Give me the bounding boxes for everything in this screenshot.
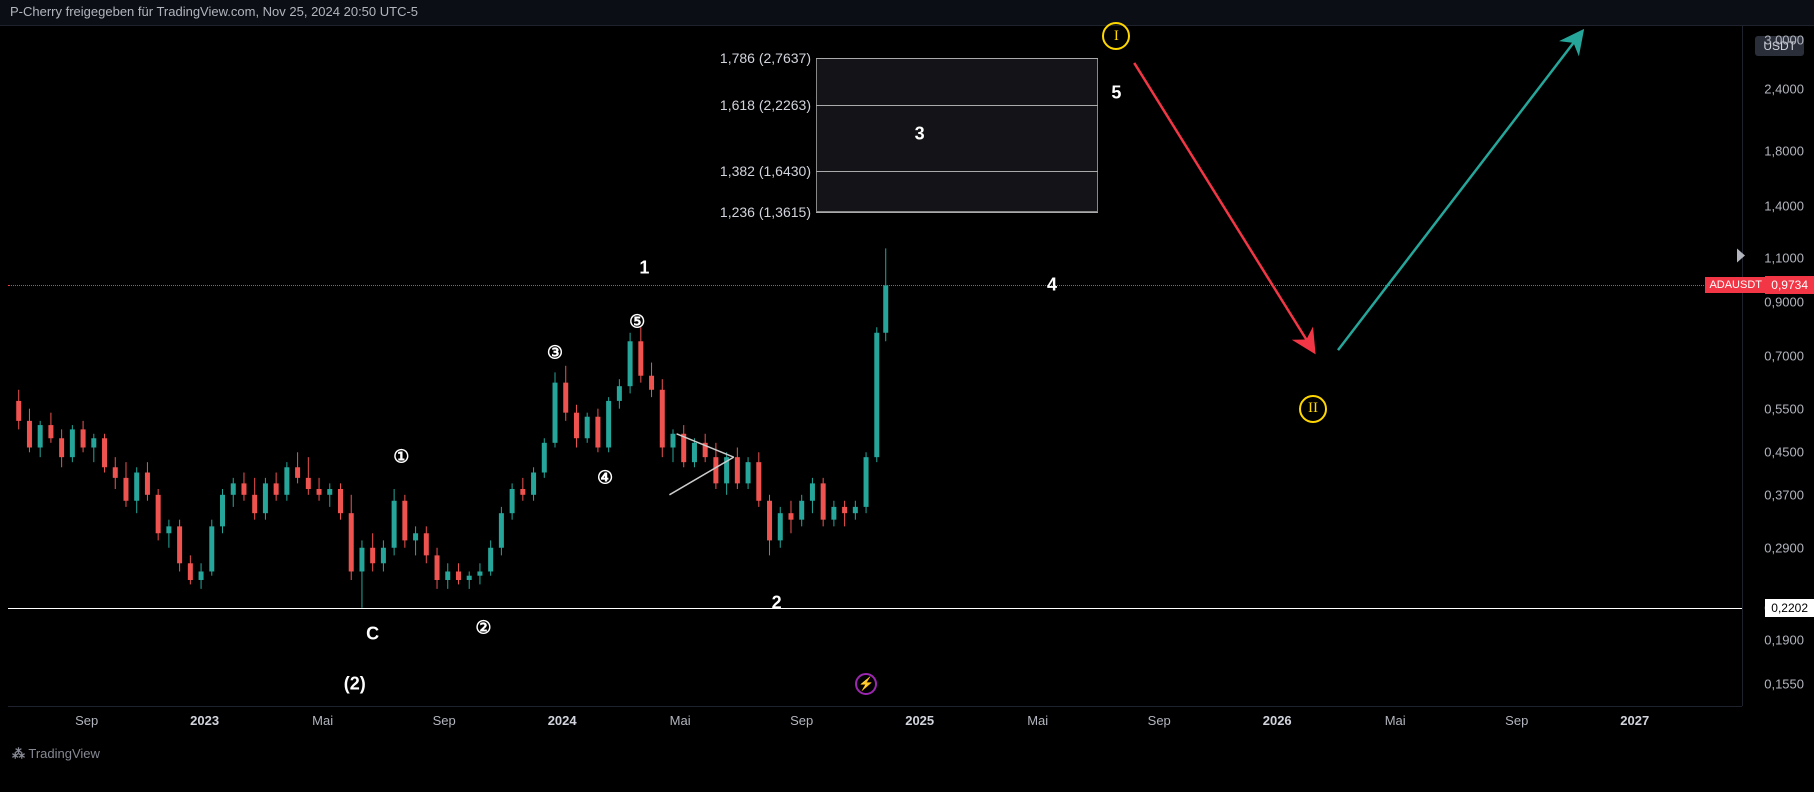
y-tick-label: 0,4500 [1764, 445, 1804, 460]
x-tick-label: 2026 [1263, 713, 1292, 728]
elliott-wave-label[interactable]: ③ [547, 343, 563, 364]
x-tick-label: 2025 [905, 713, 934, 728]
x-tick-label: Sep [1505, 713, 1528, 728]
elliott-wave-label[interactable]: 4 [1047, 275, 1057, 296]
projection-arrow[interactable] [1134, 63, 1313, 350]
elliott-wave-label[interactable]: ④ [597, 467, 613, 488]
symbol-price-tag: ADAUSDT [1705, 277, 1766, 293]
price-marker-icon [1737, 249, 1747, 268]
last-price-tag: 0,9734 [1765, 276, 1814, 294]
elliott-wave-label[interactable]: 2 [772, 592, 782, 613]
y-tick-label: 0,1550 [1764, 676, 1804, 691]
y-tick-label: 0,9000 [1764, 294, 1804, 309]
x-tick-label: 2023 [190, 713, 219, 728]
elliott-wave-label[interactable]: ⑤ [629, 311, 645, 332]
y-tick-label: 0,2900 [1764, 540, 1804, 555]
x-tick-label: Sep [1148, 713, 1171, 728]
x-tick-label: 2024 [548, 713, 577, 728]
flash-icon[interactable]: ⚡ [855, 673, 877, 695]
plot-area[interactable]: 1,786 (2,7637)1,618 (2,2263)1,382 (1,643… [8, 26, 1742, 706]
y-tick-label: 0,1900 [1764, 632, 1804, 647]
y-tick-label: 0,3700 [1764, 487, 1804, 502]
x-tick-label: Mai [1027, 713, 1048, 728]
chart-container: Cardano / TetherUS, 4D, BINANCE O1,0659 … [0, 26, 1814, 766]
y-tick-label: 1,1000 [1764, 251, 1804, 266]
x-tick-label: Sep [790, 713, 813, 728]
y-axis[interactable]: USDT 3,00002,40001,80001,40001,10000,900… [1742, 26, 1814, 706]
elliott-wave-label[interactable]: ② [475, 618, 491, 639]
x-tick-label: Mai [1385, 713, 1406, 728]
x-tick-label: 2027 [1620, 713, 1649, 728]
support-price-tag: 0,2202 [1765, 599, 1814, 617]
elliott-wave-label[interactable]: C [366, 623, 379, 644]
elliott-wave-label[interactable]: 5 [1111, 83, 1121, 104]
x-tick-label: Sep [75, 713, 98, 728]
elliott-wave-label[interactable]: 3 [915, 123, 925, 144]
overlay-drawings [8, 26, 1742, 706]
y-tick-label: 0,5500 [1764, 401, 1804, 416]
x-axis[interactable]: Sep 2023 Mai Sep 2024 Mai Sep 2025 Mai Sep 2026 Mai… [8, 706, 1742, 736]
elliott-wave-label[interactable]: ① [393, 447, 409, 468]
tradingview-logo: ⁂ TradingView [12, 746, 100, 762]
top-attribution-bar: P-Cherry freigegeben für TradingView.com… [0, 0, 1814, 26]
x-tick-label: Sep [433, 713, 456, 728]
elliott-wave-label[interactable]: 1 [639, 258, 649, 279]
elliott-wave-circle-label[interactable]: I [1102, 22, 1130, 50]
y-tick-label: 1,4000 [1764, 198, 1804, 213]
projection-arrow[interactable] [1338, 33, 1581, 350]
elliott-wave-circle-label[interactable]: II [1299, 395, 1327, 423]
y-tick-label: 2,4000 [1764, 81, 1804, 96]
y-tick-label: 3,0000 [1764, 33, 1804, 48]
attribution-text: P-Cherry freigegeben für TradingView.com… [10, 4, 418, 19]
y-tick-label: 1,8000 [1764, 144, 1804, 159]
x-tick-label: Mai [312, 713, 333, 728]
y-tick-label: 0,7000 [1764, 349, 1804, 364]
x-tick-label: Mai [670, 713, 691, 728]
elliott-wave-label[interactable]: (2) [344, 673, 366, 694]
